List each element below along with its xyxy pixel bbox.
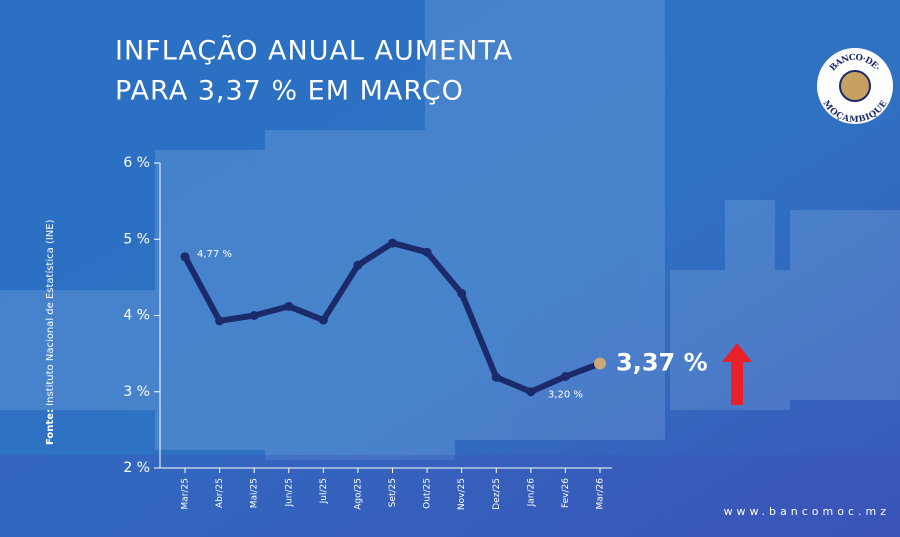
x-tick-label: Fev/26: [561, 478, 571, 508]
website: www.bancomoc.mz: [724, 505, 890, 518]
x-tick-label: Nov/25: [457, 478, 467, 510]
source-text: Instituto Nacional de Estatística (INE): [44, 219, 56, 405]
point: [388, 238, 397, 248]
y-tick-label: 5 %: [123, 231, 150, 247]
ground-shade: [0, 455, 900, 537]
up-arrow: [722, 343, 752, 405]
x-tick-label: Dez/25: [492, 478, 502, 510]
source: Fonte: Instituto Nacional de Estatística…: [44, 219, 56, 445]
y-tick-label: 6 %: [123, 155, 150, 171]
point: [422, 247, 432, 257]
point: [457, 288, 467, 298]
point: [353, 260, 363, 270]
value-label: 4,77 %: [197, 249, 232, 260]
x-tick-label: Set/25: [388, 478, 398, 507]
point: [249, 311, 259, 320]
point: [284, 301, 294, 311]
highlight-point: [594, 357, 606, 370]
y-tick-label: 4 %: [123, 308, 150, 324]
x-tick-label: Jul/25: [319, 478, 329, 504]
point: [318, 315, 328, 325]
x-tick-label: Mai/25: [250, 478, 260, 508]
logo: BANCO·DE· MOÇAMBIQUE: [817, 48, 893, 125]
point: [491, 372, 501, 382]
source-label: Fonte:: [45, 409, 56, 445]
x-tick-label: Ago/25: [353, 478, 363, 510]
title-line: PARA 3,37 % EM MARÇO: [115, 76, 464, 107]
title-line: INFLAÇÃO ANUAL AUMENTA: [115, 35, 513, 67]
point: [526, 387, 536, 397]
value-label-highlight: 3,37 %: [616, 349, 708, 377]
point: [215, 316, 225, 326]
x-tick-label: Jun/25: [284, 478, 294, 508]
point: [560, 372, 570, 381]
y-tick-label: 3 %: [123, 384, 150, 400]
x-tick-label: Jan/26: [526, 478, 536, 508]
x-tick-label: Out/25: [423, 478, 433, 509]
buildings: [0, 0, 900, 460]
x-tick-label: Mar/25: [181, 478, 191, 509]
x-tick-label: Mar/26: [596, 478, 606, 510]
logo-emblem: [839, 70, 871, 102]
x-tick-label: Abr/25: [215, 478, 225, 508]
point: [180, 252, 190, 262]
y-tick-label: 2 %: [123, 460, 150, 476]
value-label: 3,20 %: [548, 390, 583, 401]
